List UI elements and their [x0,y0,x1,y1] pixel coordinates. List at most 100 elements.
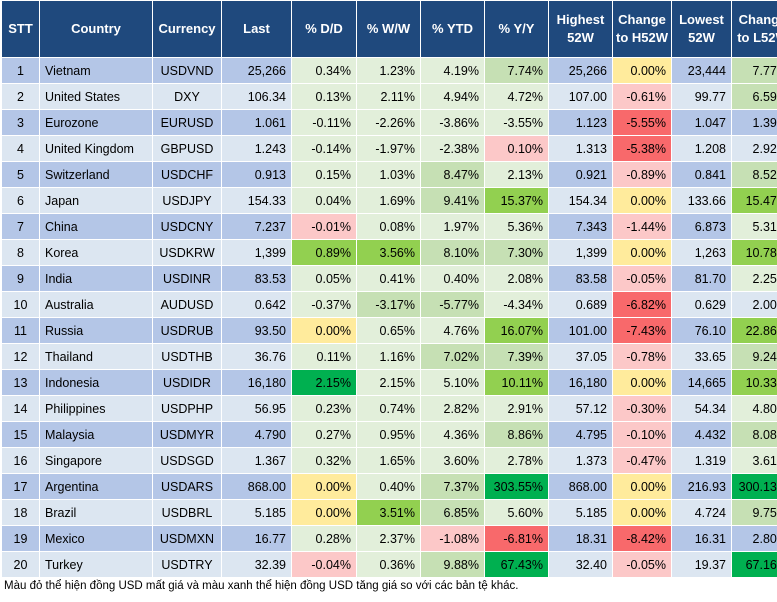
cell-stt: 9 [1,265,40,292]
cell-change-l52w: 9.75% [731,499,777,526]
cell-last: 32.39 [221,551,292,578]
cell-highest-52w: 0.921 [548,161,613,188]
cell-lowest-52w: 16.31 [671,525,732,552]
cell-last: 16.77 [221,525,292,552]
cell-change-h52w: -0.30% [612,395,672,422]
cell-highest-52w: 1.123 [548,109,613,136]
fx-performance-table: STT Country Currency Last % D/D % W/W % … [1,0,777,578]
cell-lowest-52w: 4.724 [671,499,732,526]
header-pct-dd: % D/D [291,0,357,58]
table-row: 20 Turkey USDTRY 32.39 -0.04% 0.36% 9.88% 67.43… [1,551,777,578]
cell-pct-ytd: 7.02% [420,343,485,370]
cell-pct-yy: -6.81% [484,525,549,552]
cell-last: 93.50 [221,317,292,344]
table-row: 18 Brazil USDBRL 5.185 0.00% 3.51% 6.85% 5.60% 5… [1,499,777,526]
cell-change-l52w: 8.08% [731,421,777,448]
cell-pct-dd: -0.14% [291,135,357,162]
cell-stt: 4 [1,135,40,162]
cell-pct-ytd: 0.40% [420,265,485,292]
cell-lowest-52w: 1,263 [671,239,732,266]
cell-country: Turkey [39,551,153,578]
table-row: 12 Thailand USDTHB 36.76 0.11% 1.16% 7.02% 7.39… [1,343,777,370]
table-row: 5 Switzerland USDCHF 0.913 0.15% 1.03% 8.47% 2.… [1,161,777,188]
cell-stt: 8 [1,239,40,266]
cell-change-h52w: -1.44% [612,213,672,240]
cell-pct-yy: 10.11% [484,369,549,396]
cell-pct-ytd: -3.86% [420,109,485,136]
table-row: 3 Eurozone EURUSD 1.061 -0.11% -2.26% -3.86% -3… [1,109,777,136]
cell-pct-yy: 303.55% [484,473,549,500]
cell-stt: 5 [1,161,40,188]
cell-pct-yy: 4.72% [484,83,549,110]
cell-stt: 7 [1,213,40,240]
cell-change-h52w: 0.00% [612,239,672,266]
cell-change-h52w: -0.47% [612,447,672,474]
cell-change-h52w: -7.43% [612,317,672,344]
cell-pct-yy: -4.34% [484,291,549,318]
cell-highest-52w: 1.373 [548,447,613,474]
cell-highest-52w: 32.40 [548,551,613,578]
cell-pct-ytd: 4.19% [420,57,485,84]
cell-pct-yy: -3.55% [484,109,549,136]
cell-highest-52w: 5.185 [548,499,613,526]
cell-country: Malaysia [39,421,153,448]
cell-currency: USDMXN [152,525,222,552]
cell-pct-ww: -1.97% [356,135,421,162]
cell-pct-ww: 0.95% [356,421,421,448]
cell-country: Brazil [39,499,153,526]
cell-country: United States [39,83,153,110]
table-row: 14 Philippines USDPHP 56.95 0.23% 0.74% 2.82% 2… [1,395,777,422]
cell-country: Singapore [39,447,153,474]
cell-last: 16,180 [221,369,292,396]
cell-stt: 12 [1,343,40,370]
cell-pct-dd: 0.13% [291,83,357,110]
header-change-l52w: Change to L52W [731,0,777,58]
cell-lowest-52w: 33.65 [671,343,732,370]
cell-pct-ww: -3.17% [356,291,421,318]
cell-change-h52w: 0.00% [612,57,672,84]
cell-change-h52w: 0.00% [612,369,672,396]
cell-change-h52w: -6.82% [612,291,672,318]
cell-change-l52w: 9.24% [731,343,777,370]
cell-pct-dd: 0.00% [291,473,357,500]
cell-currency: USDSGD [152,447,222,474]
cell-change-h52w: 0.00% [612,187,672,214]
table-row: 2 United States DXY 106.34 0.13% 2.11% 4.94% 4.… [1,83,777,110]
table-row: 7 China USDCNY 7.237 -0.01% 0.08% 1.97% 5.36% 7.… [1,213,777,240]
cell-highest-52w: 0.689 [548,291,613,318]
cell-stt: 1 [1,57,40,84]
cell-country: Thailand [39,343,153,370]
cell-lowest-52w: 0.629 [671,291,732,318]
cell-highest-52w: 83.58 [548,265,613,292]
cell-pct-yy: 2.91% [484,395,549,422]
cell-pct-dd: 0.23% [291,395,357,422]
cell-last: 1.367 [221,447,292,474]
cell-pct-dd: -0.37% [291,291,357,318]
cell-change-h52w: 0.00% [612,499,672,526]
cell-change-h52w: -0.89% [612,161,672,188]
cell-pct-ww: 1.65% [356,447,421,474]
cell-country: Vietnam [39,57,153,84]
header-pct-yy: % Y/Y [484,0,549,58]
cell-change-l52w: 15.47% [731,187,777,214]
cell-country: Indonesia [39,369,153,396]
cell-change-l52w: 6.59% [731,83,777,110]
cell-change-l52w: 2.25% [731,265,777,292]
header-lowest-52w: Lowest 52W [671,0,732,58]
cell-highest-52w: 57.12 [548,395,613,422]
cell-highest-52w: 7.343 [548,213,613,240]
cell-highest-52w: 4.795 [548,421,613,448]
cell-change-h52w: -0.61% [612,83,672,110]
cell-pct-ww: 0.08% [356,213,421,240]
cell-pct-yy: 0.10% [484,135,549,162]
table-row: 6 Japan USDJPY 154.33 0.04% 1.69% 9.41% 15.37% 1… [1,187,777,214]
cell-change-l52w: 67.16% [731,551,777,578]
cell-highest-52w: 37.05 [548,343,613,370]
cell-highest-52w: 107.00 [548,83,613,110]
cell-pct-ytd: 3.60% [420,447,485,474]
cell-stt: 17 [1,473,40,500]
cell-stt: 16 [1,447,40,474]
cell-pct-ytd: 4.94% [420,83,485,110]
cell-stt: 18 [1,499,40,526]
cell-pct-ytd: 1.97% [420,213,485,240]
